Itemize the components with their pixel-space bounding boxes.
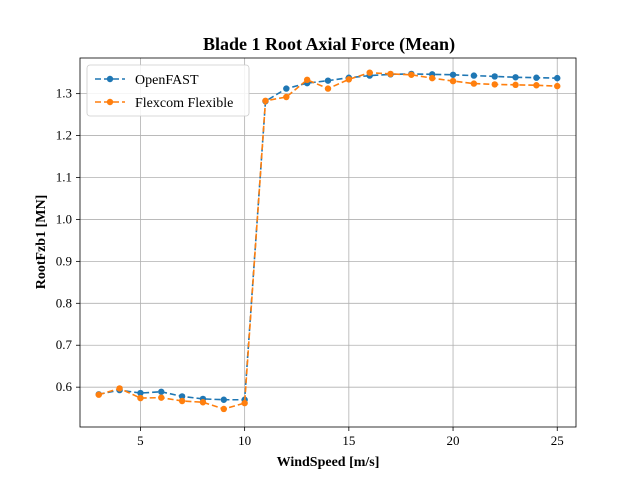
data-point	[470, 80, 478, 87]
data-point	[220, 405, 227, 413]
data-point	[366, 69, 373, 76]
chart-title: Blade 1 Root Axial Force (Mean)	[203, 34, 455, 55]
data-point	[533, 82, 540, 89]
series-layer	[95, 69, 561, 413]
plot-frame	[79, 57, 577, 428]
data-point	[137, 394, 144, 402]
data-point	[387, 70, 394, 78]
data-point	[220, 396, 227, 403]
grid-layer	[80, 58, 576, 427]
data-point	[470, 72, 478, 79]
data-point	[449, 71, 457, 78]
legend-item: Flexcom Flexible	[95, 96, 233, 111]
legend-marker	[106, 75, 114, 83]
y-tick-label: 1.2	[56, 128, 72, 143]
data-point	[491, 81, 498, 88]
y-tick-label: 1.0	[56, 211, 72, 226]
data-point	[429, 74, 436, 82]
legend: OpenFAST Flexcom Flexible	[86, 64, 250, 117]
series-flexcom-flexible	[95, 69, 561, 413]
data-point	[241, 399, 248, 407]
data-point	[512, 74, 519, 81]
data-point	[491, 73, 498, 80]
data-point	[554, 74, 561, 82]
series-line	[98, 73, 558, 401]
legend-label: OpenFAST	[135, 73, 199, 88]
data-point	[324, 77, 332, 84]
data-point	[324, 85, 332, 92]
legend-label: Flexcom Flexible	[135, 96, 233, 111]
series-openfast	[95, 70, 561, 403]
data-point	[199, 399, 207, 406]
data-point	[554, 82, 561, 90]
data-point	[137, 389, 144, 397]
x-tick-label: 20	[447, 433, 460, 448]
x-tick-label: 10	[238, 433, 251, 448]
y-tick-label: 0.8	[56, 295, 72, 310]
y-tick-label: 0.6	[56, 379, 73, 394]
y-tick-label: 1.1	[56, 170, 72, 185]
data-point	[178, 393, 186, 400]
x-tick-label: 5	[137, 433, 144, 448]
data-point	[303, 76, 311, 84]
data-point	[116, 385, 123, 392]
tick-layer: 5 10 15 20 25 0.6 0.7 0.8 0.9 1.0 1.1 1.2 1.3	[56, 86, 564, 448]
data-point	[158, 388, 165, 395]
legend-marker	[106, 98, 114, 106]
y-tick-label: 1.3	[56, 86, 72, 101]
data-point	[533, 74, 540, 81]
data-point	[95, 391, 102, 398]
y-axis-label: RootFzb1 [MN]	[34, 195, 49, 289]
series-line	[98, 71, 558, 410]
data-point	[283, 93, 290, 101]
legend-box	[86, 64, 250, 117]
x-tick-label: 15	[342, 433, 355, 448]
data-point	[345, 76, 353, 83]
data-point	[262, 97, 269, 104]
data-point	[158, 394, 165, 401]
data-point	[283, 85, 290, 92]
data-point	[408, 71, 415, 78]
x-tick-label: 25	[551, 433, 564, 448]
y-tick-label: 0.7	[56, 337, 73, 352]
data-point	[449, 77, 457, 85]
y-tick-label: 0.9	[56, 253, 72, 268]
data-point	[512, 81, 519, 89]
data-point	[178, 397, 186, 405]
x-axis-label: WindSpeed [m/s]	[277, 455, 380, 470]
legend-item: OpenFAST	[95, 73, 199, 88]
